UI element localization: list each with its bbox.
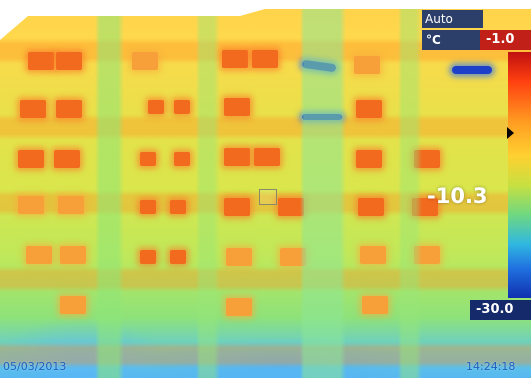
window-hotspot <box>414 246 440 264</box>
window-hotspot <box>224 198 250 216</box>
spot-temperature: -10.3 <box>427 184 488 208</box>
window-hotspot <box>170 250 186 264</box>
window-hotspot <box>140 200 156 214</box>
window-hotspot <box>252 50 278 68</box>
window-hotspot <box>140 250 156 264</box>
window-hotspot <box>18 150 44 168</box>
date-stamp: 05/03/2013 <box>3 360 67 373</box>
window-hotspot <box>56 100 82 118</box>
window-hotspot <box>174 100 190 114</box>
cold-spot <box>301 59 337 73</box>
window-hotspot <box>174 152 190 166</box>
window-hotspot <box>58 196 84 214</box>
window-hotspot <box>132 52 158 70</box>
window-hotspot <box>280 248 306 266</box>
window-hotspot <box>360 246 386 264</box>
time-stamp: 14:24:18 <box>466 360 516 373</box>
scale-max-label: -1.0 <box>480 30 531 50</box>
window-hotspot <box>20 100 46 118</box>
scale-marker-icon <box>507 127 514 139</box>
window-hotspot <box>26 246 52 264</box>
spot-marker-icon <box>259 189 277 205</box>
window-hotspot <box>356 100 382 118</box>
cold-spot <box>452 66 492 74</box>
window-hotspot <box>224 148 250 166</box>
cold-spot <box>302 114 342 120</box>
window-hotspot <box>54 150 80 168</box>
window-hotspot <box>354 56 380 74</box>
window-hotspot <box>226 298 252 316</box>
window-hotspot <box>358 198 384 216</box>
window-hotspot <box>60 246 86 264</box>
window-hotspot <box>278 198 304 216</box>
window-hotspot <box>18 196 44 214</box>
window-hotspot <box>222 50 248 68</box>
window-hotspot <box>356 150 382 168</box>
window-hotspot <box>170 200 186 214</box>
window-hotspot <box>224 98 250 116</box>
window-hotspot <box>140 152 156 166</box>
window-hotspot <box>362 296 388 314</box>
window-hotspot <box>56 52 82 70</box>
window-hotspot <box>28 52 54 70</box>
temperature-unit-label: °C <box>422 30 482 50</box>
window-hotspot <box>60 296 86 314</box>
window-hotspot <box>148 100 164 114</box>
window-hotspot <box>226 248 252 266</box>
scale-min-label: -30.0 <box>470 300 531 320</box>
range-mode-label: Auto <box>422 10 483 28</box>
window-hotspot <box>254 148 280 166</box>
window-hotspot <box>414 150 440 168</box>
color-scale-bar <box>508 52 531 298</box>
